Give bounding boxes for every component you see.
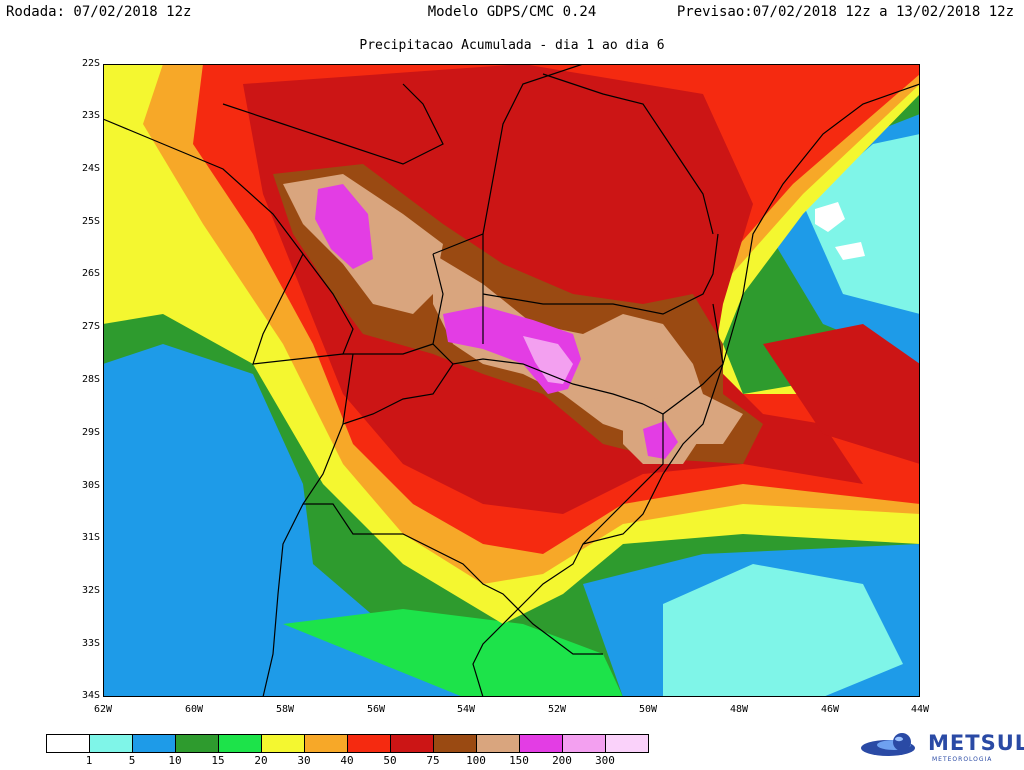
legend-swatch: [175, 734, 219, 753]
forecast-period-label: Previsao:07/02/2018 12z a 13/02/2018 12z: [676, 4, 1014, 20]
map-frame: [103, 64, 920, 697]
legend-swatch: [89, 734, 133, 753]
lat-label: 28S: [81, 374, 100, 385]
legend-swatch: [562, 734, 606, 753]
lon-label: 48W: [729, 704, 749, 715]
model-title: Modelo GDPS/CMC 0.24: [427, 4, 597, 20]
precip-zone-green-south: [283, 609, 623, 697]
legend-swatch: [46, 734, 90, 753]
precip-zone-magenta-west: [315, 184, 373, 269]
legend-tick-label: 20: [254, 754, 268, 767]
precip-zone-cyan-se: [663, 564, 903, 697]
lat-label: 27S: [81, 321, 100, 332]
legend-tick-label: 30: [297, 754, 311, 767]
legend-tick-label: 100: [466, 754, 486, 767]
legend-swatch: [390, 734, 434, 753]
legend-tick-label: 300: [595, 754, 615, 767]
lon-label: 46W: [820, 704, 840, 715]
legend-swatch: [433, 734, 477, 753]
legend-tick-label: 40: [340, 754, 354, 767]
legend-swatch: [218, 734, 262, 753]
lat-label: 33S: [81, 638, 100, 649]
legend-swatch: [519, 734, 563, 753]
legend-swatch: [261, 734, 305, 753]
legend-tick-label: 15: [211, 754, 225, 767]
legend-swatch: [132, 734, 176, 753]
precip-zone-tan-central: [433, 254, 743, 444]
legend-tick-label: 75: [426, 754, 440, 767]
lon-label: 52W: [547, 704, 567, 715]
lat-label: 32S: [81, 585, 100, 596]
lat-label: 29S: [81, 427, 100, 438]
color-legend: [46, 734, 649, 753]
lat-label: 25S: [81, 216, 100, 227]
lat-label: 34S: [81, 690, 100, 701]
legend-tick-label: 1: [85, 754, 93, 767]
legend-swatch: [476, 734, 520, 753]
lon-label: 44W: [910, 704, 930, 715]
lat-label: 24S: [81, 163, 100, 174]
lat-label: 23S: [81, 110, 100, 121]
lon-label: 62W: [93, 704, 113, 715]
lat-label: 26S: [81, 268, 100, 279]
legend-tick-label: 5: [128, 754, 136, 767]
lat-label: 22S: [81, 58, 100, 69]
legend-tick-label: 10: [168, 754, 182, 767]
globe-icon: [861, 733, 915, 756]
map-subtitle: Precipitacao Acumulada - dia 1 ao dia 6: [359, 38, 665, 53]
lon-label: 50W: [638, 704, 658, 715]
lon-label: 60W: [184, 704, 204, 715]
precip-zone-magenta-south: [643, 421, 678, 459]
legend-tick-label: 50: [383, 754, 397, 767]
precip-zone-blue-sw: [103, 344, 503, 697]
brand-tagline: METEOROLOGIA: [932, 756, 993, 763]
lon-label: 56W: [366, 704, 386, 715]
precip-zone-darkred-east: [763, 324, 920, 464]
legend-tick-label: 150: [509, 754, 529, 767]
legend-tick-label: 200: [552, 754, 572, 767]
precipitation-map: [103, 64, 920, 697]
precip-zone-white-2: [835, 242, 865, 260]
lon-label: 58W: [275, 704, 295, 715]
legend-swatch: [347, 734, 391, 753]
lat-label: 31S: [81, 532, 100, 543]
state-borders: [103, 64, 920, 697]
legend-swatch: [304, 734, 348, 753]
legend-swatch: [605, 734, 649, 753]
precip-zone-white-1: [815, 202, 845, 232]
lat-label: 30S: [81, 480, 100, 491]
run-date-label: Rodada: 07/02/2018 12z: [6, 4, 192, 20]
brand-name: METSUL: [928, 731, 1024, 755]
lon-label: 54W: [456, 704, 476, 715]
precip-zone-pink-central: [523, 336, 573, 384]
